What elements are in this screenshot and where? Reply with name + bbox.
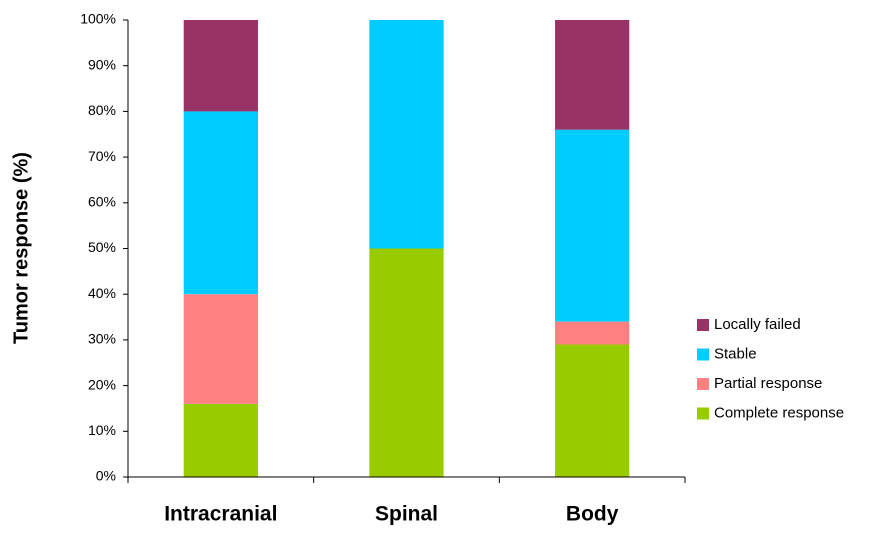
y-tick-label: 50% [88,239,116,255]
bar-segment [183,294,258,404]
y-tick-label: 10% [88,422,116,438]
y-tick-label: 0% [96,468,116,484]
y-tick-label: 80% [88,102,116,118]
legend-label: Stable [714,345,757,362]
bar-segment [183,20,258,112]
x-tick-label: Body [566,503,619,526]
bar-segment [555,344,630,477]
bar-segment [555,20,630,130]
y-tick-label: 90% [88,56,116,72]
legend-label: Partial response [714,375,822,392]
x-tick-label: Spinal [375,503,438,526]
legend-swatch [697,407,709,420]
y-tick-label: 100% [80,11,116,27]
bar-segment [369,248,444,477]
bar-segment [183,111,258,295]
y-tick-label: 60% [88,194,116,210]
legend-swatch [697,319,709,331]
legend-label: Locally failed [714,316,801,333]
bar-segment [183,403,258,477]
y-tick-label: 30% [88,331,116,347]
y-axis-title: Tumor response (%) [10,152,32,344]
legend-swatch [697,378,709,390]
bar-segment [555,129,630,322]
y-tick-label: 20% [88,376,116,392]
y-tick-label: 70% [88,148,116,164]
bar-segment [369,20,444,249]
x-tick-label: Intracranial [164,503,277,526]
y-tick-label: 40% [88,285,116,301]
bar-segment [555,321,630,345]
legend-swatch [697,348,709,361]
legend-label: Complete response [714,404,844,421]
